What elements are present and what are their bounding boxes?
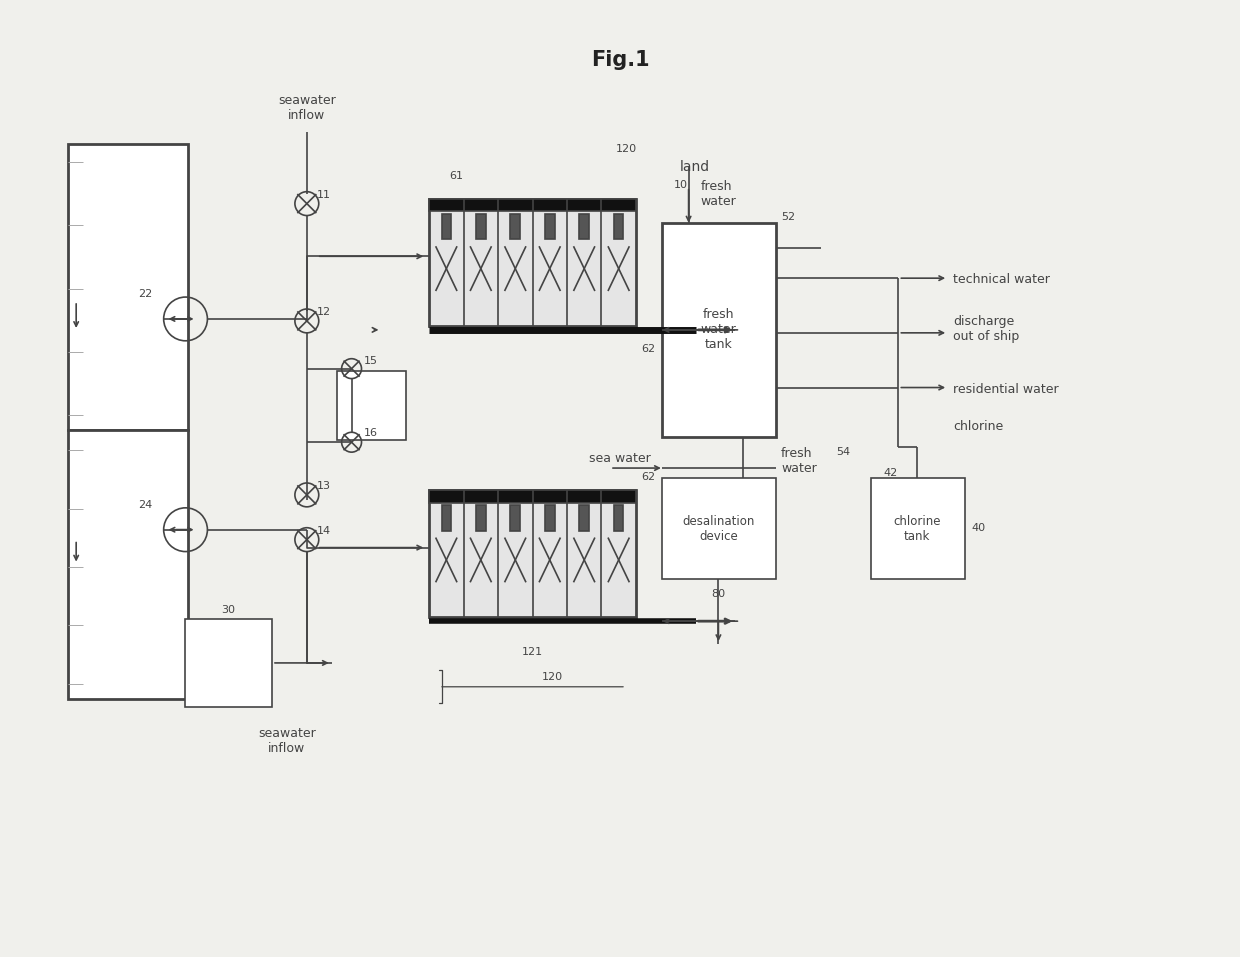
Bar	[185, 619, 272, 706]
Bar	[870, 478, 965, 579]
Text: 54: 54	[836, 447, 849, 457]
Text: fresh
water
tank: fresh water tank	[701, 308, 737, 351]
Text: technical water: technical water	[954, 273, 1050, 286]
Bar	[511, 214, 520, 239]
Bar	[544, 214, 554, 239]
Bar	[429, 490, 636, 617]
Text: Fig.1: Fig.1	[590, 51, 650, 71]
Bar	[662, 478, 776, 579]
Bar	[68, 144, 187, 431]
Bar	[429, 199, 636, 326]
Bar	[662, 224, 776, 437]
Text: 14: 14	[316, 525, 331, 536]
Text: chlorine: chlorine	[954, 420, 1003, 434]
Text: 24: 24	[138, 500, 153, 510]
Bar	[68, 431, 187, 699]
Text: 42: 42	[883, 468, 898, 478]
Text: chlorine
tank: chlorine tank	[894, 515, 941, 543]
Bar	[614, 214, 624, 239]
Bar	[441, 505, 451, 530]
Bar	[476, 214, 486, 239]
Text: 121: 121	[522, 647, 543, 657]
Text: residential water: residential water	[954, 383, 1059, 395]
Text: 12: 12	[316, 307, 331, 317]
Text: fresh
water: fresh water	[781, 447, 817, 476]
Text: 120: 120	[616, 144, 637, 154]
Text: 80: 80	[712, 590, 725, 599]
Text: 62: 62	[641, 344, 655, 354]
Text: land: land	[680, 160, 709, 174]
Text: discharge
out of ship: discharge out of ship	[954, 315, 1019, 343]
Text: 61: 61	[449, 170, 463, 181]
Bar	[544, 505, 554, 530]
Bar	[429, 490, 636, 502]
Bar	[429, 199, 636, 211]
Text: desalination
device: desalination device	[682, 515, 755, 543]
Text: 30: 30	[221, 605, 236, 615]
Bar	[511, 505, 520, 530]
Text: seawater
inflow: seawater inflow	[278, 94, 336, 122]
Text: sea water: sea water	[589, 452, 651, 465]
Bar	[441, 214, 451, 239]
Bar	[476, 505, 486, 530]
Bar	[336, 370, 407, 440]
Text: 11: 11	[316, 189, 331, 200]
Text: 22: 22	[138, 289, 153, 300]
Text: 13: 13	[316, 481, 331, 491]
Text: seawater
inflow: seawater inflow	[258, 726, 316, 754]
Text: 120: 120	[542, 672, 563, 682]
Text: 62: 62	[641, 472, 655, 482]
Text: 40: 40	[971, 523, 985, 533]
Text: 16: 16	[363, 429, 377, 438]
Bar	[614, 505, 624, 530]
Text: 10: 10	[673, 180, 688, 189]
Bar	[579, 505, 589, 530]
Bar	[579, 214, 589, 239]
Text: fresh
water: fresh water	[701, 180, 737, 208]
Text: 52: 52	[781, 211, 795, 222]
Text: 15: 15	[363, 356, 377, 366]
